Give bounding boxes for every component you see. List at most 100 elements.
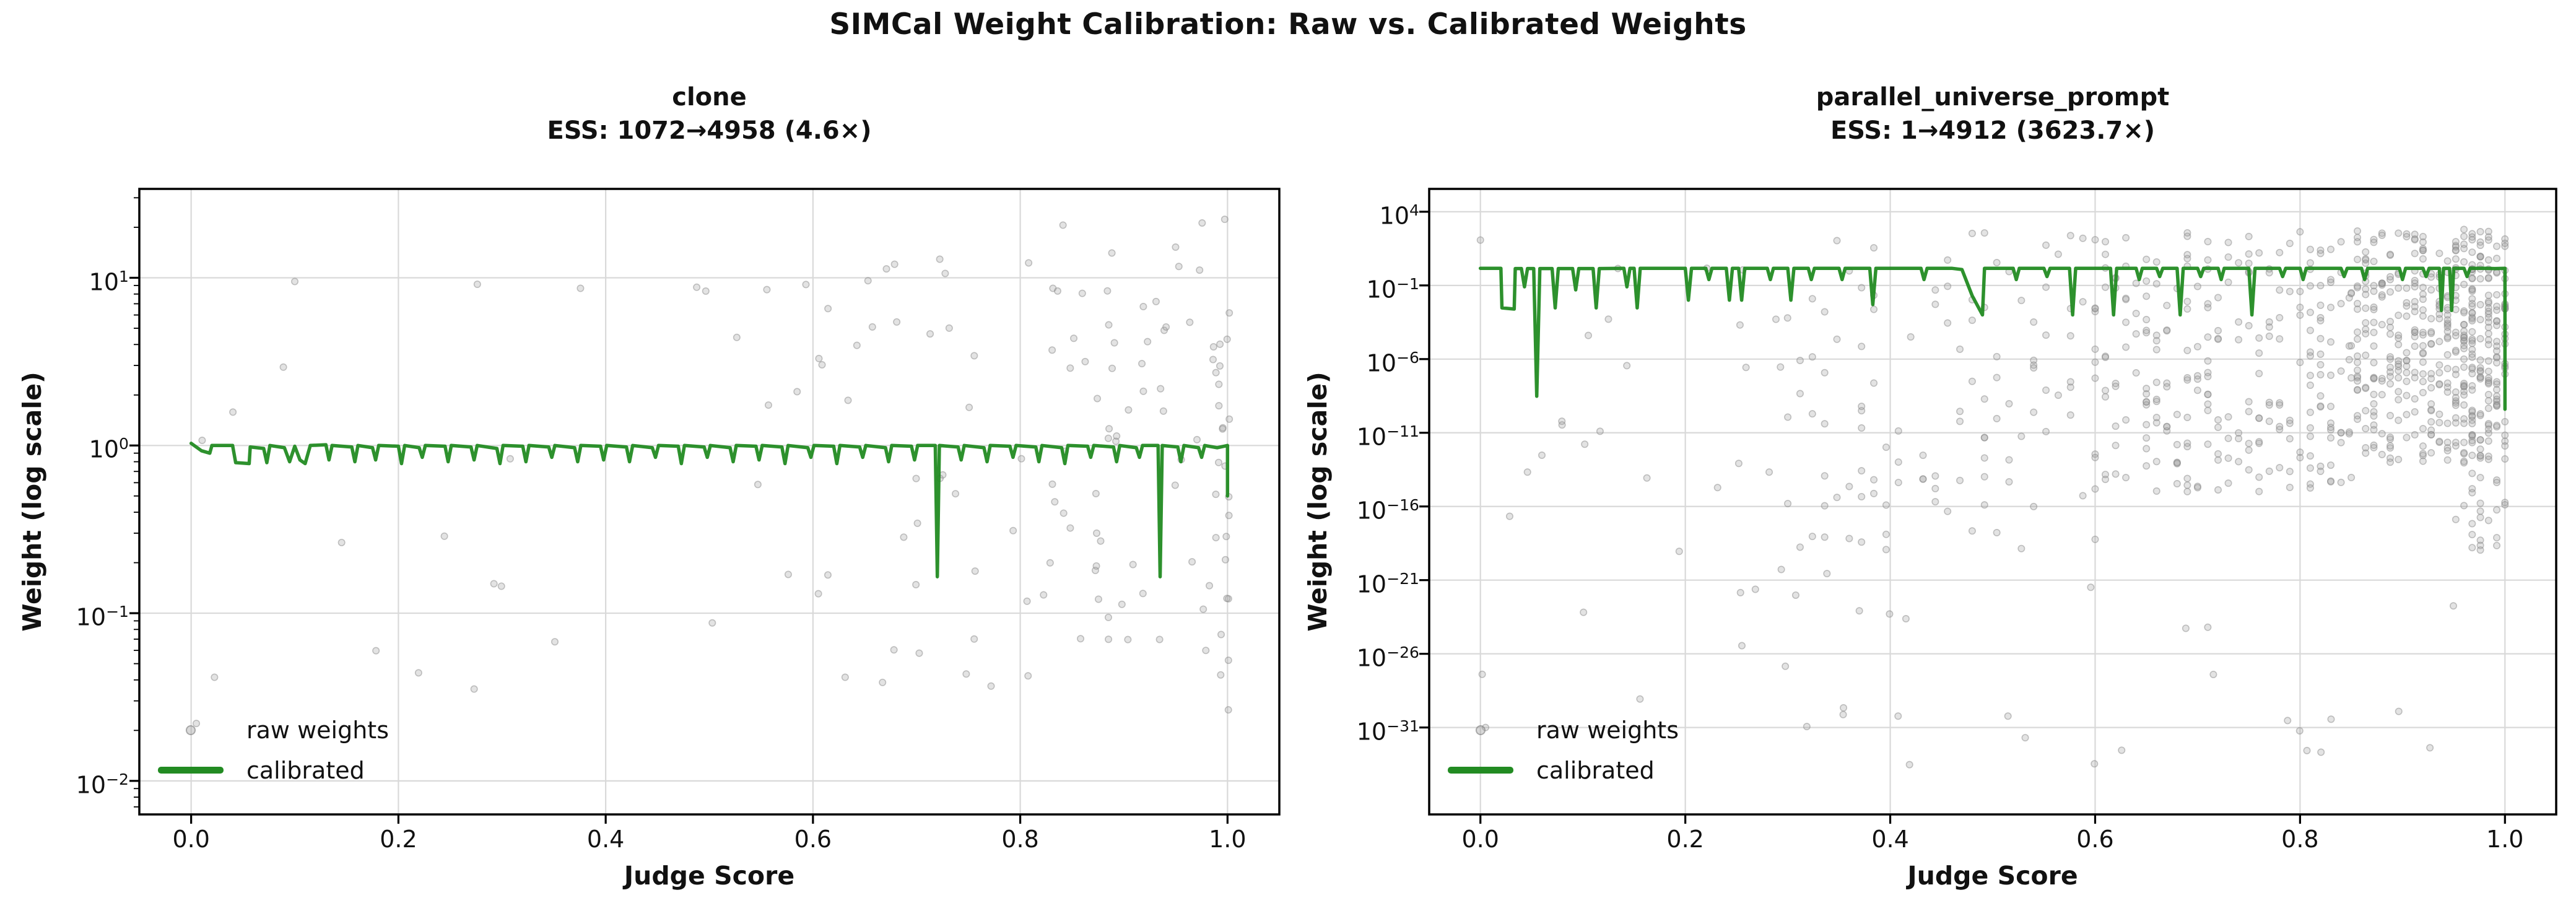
raw-weights-point [1636,695,1644,703]
raw-weights-point [2143,434,2151,442]
raw-weights-point [2484,256,2492,264]
raw-weights-point [2493,316,2501,325]
raw-weights-point [1159,407,1167,415]
raw-weights-point [2435,381,2443,389]
gridlines [139,189,1279,814]
raw-weights-point [2183,413,2191,421]
raw-weights-point [2468,328,2476,336]
raw-weights-point [844,396,852,404]
raw-weights-point [2193,484,2201,492]
raw-weights-point [2235,435,2243,443]
y-tick-label: 10−31 [1356,717,1419,746]
raw-weights-point [2468,419,2476,427]
raw-weights-point [1222,533,1230,541]
raw-weights-point [2245,250,2253,258]
raw-weights-point [1070,334,1078,342]
raw-weights-point [2152,331,2160,339]
raw-weights-point [912,474,920,482]
raw-weights-point [1845,482,1853,491]
raw-weights-point [2468,337,2476,345]
raw-weights-point [2091,535,2099,543]
raw-weights-point [1162,323,1170,331]
raw-weights-point [2362,444,2370,452]
raw-weights-point [2030,502,2038,510]
raw-weights-point [1858,538,1866,546]
raw-weights-point [2091,304,2099,312]
raw-weights-point [2370,342,2378,350]
raw-weights-point [2452,388,2460,396]
raw-weights-point [2411,342,2419,350]
raw-weights-point [1882,546,1890,554]
raw-weights-point [2468,438,2476,447]
raw-weights-point [2493,386,2501,394]
raw-weights-point [2276,401,2284,409]
x-tick-label: 0.4 [586,826,625,853]
raw-weights-point [2403,369,2411,377]
raw-weights-point [2317,282,2325,290]
raw-weights-point [2193,342,2201,351]
raw-weights-point [2152,458,2160,466]
raw-weights-point [2327,715,2335,723]
raw-weights-point [2296,311,2304,319]
raw-weights-point [1919,451,1927,460]
raw-weights-point [2476,316,2484,324]
subplot-title: parallel_universe_prompt [1816,83,2170,111]
raw-weights-point [1209,355,1217,364]
raw-weights-point [1772,315,1780,323]
raw-weights-point [2419,255,2427,263]
raw-weights-point [2493,380,2501,388]
raw-weights-point [2054,391,2062,399]
raw-weights-point [2501,501,2509,509]
raw-weights-point [1894,427,1902,435]
raw-weights-point [2362,248,2370,256]
raw-weights-point [2468,274,2476,282]
raw-weights-point [2386,330,2394,338]
raw-weights-point [2152,398,2160,406]
raw-weights-point [693,283,701,291]
raw-weights-point [2122,474,2130,482]
raw-weights-point [2255,414,2263,422]
raw-weights-point [2460,391,2468,399]
raw-weights-point [702,287,710,295]
raw-weights-point [2476,474,2484,482]
raw-weights-point [1139,303,1147,311]
raw-weights-point [2403,349,2411,357]
x-tick-label: 0.0 [1461,826,1499,853]
raw-weights-point [2182,624,2190,632]
raw-weights-point [2395,373,2403,382]
raw-weights-point [1196,266,1204,274]
raw-weights-point [2183,481,2191,489]
raw-weights-point [2460,363,2468,371]
raw-weights-point [2362,351,2370,359]
raw-weights-point [941,269,949,277]
raw-weights-point [2204,357,2212,365]
raw-weights-point [2484,404,2492,412]
raw-weights-point [2449,602,2457,610]
raw-weights-point [2452,346,2460,354]
raw-weights-point [2204,623,2212,631]
raw-weights-point [1808,410,1816,418]
raw-weights-point [2452,414,2460,422]
raw-weights-point [2345,428,2353,436]
raw-weights-point [2427,315,2435,323]
raw-weights-point [1870,305,1878,313]
raw-weights-point [2306,408,2314,416]
raw-weights-point [2317,250,2325,258]
raw-weights-point [2224,454,2232,462]
raw-weights-point [2306,259,2314,267]
raw-weights-point [2476,410,2484,418]
raw-weights-point [1858,492,1866,500]
raw-weights-point [2030,364,2038,372]
subplot-title-block-right: parallel_universe_prompt ESS: 1→4912 (36… [1429,81,2556,147]
raw-weights-point [2395,455,2403,463]
raw-weights-point [2286,240,2294,248]
raw-weights-point [211,673,219,681]
raw-weights-point [2411,373,2419,382]
raw-weights-point [1216,362,1224,370]
raw-weights-point [1870,244,1878,252]
raw-weights-point [2452,246,2460,255]
raw-weights-point [2484,233,2492,241]
raw-weights-point [2091,485,2099,493]
raw-weights-point [2411,328,2419,336]
raw-weights-point [2476,334,2484,342]
